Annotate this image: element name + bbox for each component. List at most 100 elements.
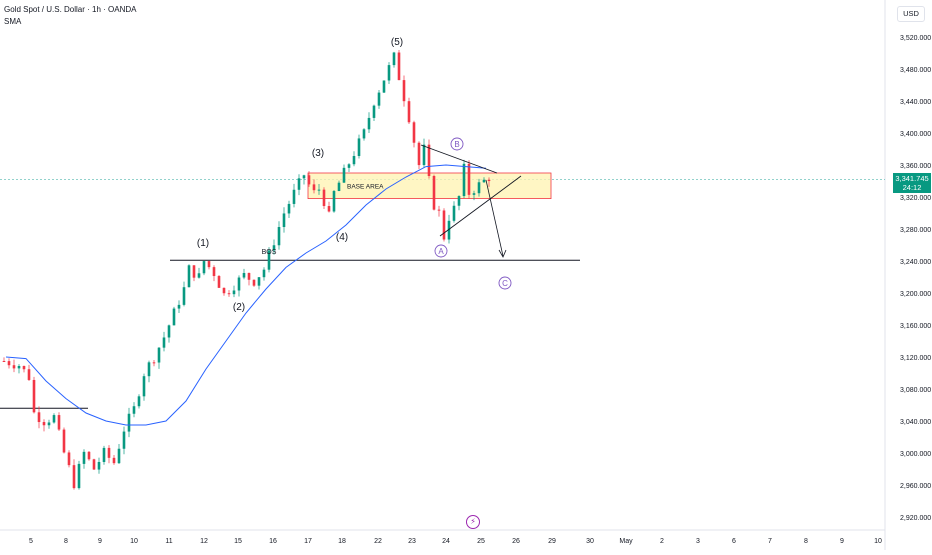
x-tick-label: 17 bbox=[304, 538, 312, 545]
candle bbox=[397, 50, 401, 81]
candle bbox=[367, 112, 371, 133]
candle bbox=[37, 406, 41, 429]
candle-body bbox=[87, 451, 91, 460]
candle-body bbox=[202, 261, 206, 274]
symbol-title[interactable]: Gold Spot / U.S. Dollar · 1h · OANDA bbox=[4, 5, 137, 14]
candle-body bbox=[162, 337, 166, 348]
candle bbox=[262, 267, 266, 281]
candle bbox=[7, 358, 11, 369]
candle-body bbox=[302, 175, 306, 179]
base-area-label: BASE AREA bbox=[347, 183, 384, 190]
candle bbox=[452, 201, 456, 223]
x-tick-label: 29 bbox=[548, 538, 556, 545]
candle bbox=[47, 419, 51, 429]
candle-body bbox=[77, 463, 81, 489]
candle-body bbox=[252, 279, 256, 286]
candle bbox=[327, 201, 331, 213]
last-price-tag: 3,341.745 24:12 bbox=[893, 173, 931, 193]
candle bbox=[127, 407, 131, 438]
candle-body bbox=[122, 431, 126, 449]
projection-arrow-line bbox=[485, 179, 504, 257]
candle-body bbox=[437, 209, 441, 211]
candle bbox=[377, 90, 381, 109]
candle-body bbox=[17, 365, 21, 369]
y-tick-label: 3,000.000 bbox=[900, 451, 931, 458]
y-tick-label: 2,960.000 bbox=[900, 483, 931, 490]
x-tick-label: 25 bbox=[477, 538, 485, 545]
candle bbox=[417, 141, 421, 170]
candle bbox=[207, 260, 211, 270]
candle-body bbox=[62, 429, 66, 453]
wave-label: (5) bbox=[391, 37, 403, 48]
currency-selector[interactable]: USD bbox=[897, 6, 925, 22]
candle bbox=[352, 151, 356, 167]
wave-label: (3) bbox=[312, 148, 324, 159]
drawings[interactable] bbox=[420, 144, 522, 258]
last-price-value: 3,341.745 bbox=[895, 174, 929, 183]
candle-body bbox=[352, 155, 356, 165]
candle-body bbox=[182, 287, 186, 305]
candle bbox=[222, 287, 226, 296]
sma-line bbox=[5, 164, 487, 426]
candle bbox=[52, 413, 56, 424]
candle-body bbox=[142, 376, 146, 397]
candle bbox=[312, 179, 316, 194]
x-tick-label: 10 bbox=[874, 538, 882, 545]
candle bbox=[112, 455, 116, 465]
candle-body bbox=[112, 457, 116, 464]
candle bbox=[282, 207, 286, 233]
candle bbox=[122, 426, 126, 455]
candle-body bbox=[97, 461, 101, 470]
x-tick-label: 5 bbox=[29, 538, 33, 545]
candle bbox=[357, 134, 361, 159]
candle-body bbox=[447, 220, 451, 240]
candle-body bbox=[287, 203, 291, 214]
indicator-label[interactable]: SMA bbox=[4, 17, 22, 26]
candle bbox=[422, 138, 426, 168]
candle bbox=[432, 174, 436, 211]
candle bbox=[142, 373, 146, 401]
candle bbox=[192, 265, 196, 282]
candle bbox=[67, 450, 71, 468]
candle-body bbox=[382, 80, 386, 93]
abc-label: B bbox=[450, 137, 464, 151]
abc-label-circle bbox=[434, 244, 448, 258]
candle bbox=[467, 160, 471, 199]
x-tick-label: 6 bbox=[732, 538, 736, 545]
candle-body bbox=[172, 308, 176, 326]
candle bbox=[372, 104, 376, 122]
candle-body bbox=[147, 362, 151, 377]
candle bbox=[2, 357, 6, 362]
abc-label-text: A bbox=[438, 247, 444, 256]
candle bbox=[392, 51, 396, 68]
abc-label-circle bbox=[498, 276, 512, 290]
x-tick-label: 3 bbox=[696, 538, 700, 545]
x-tick-label: 7 bbox=[768, 538, 772, 545]
candle-body bbox=[92, 459, 96, 470]
candle-body bbox=[42, 422, 46, 426]
candle-body bbox=[267, 250, 271, 270]
candle-body bbox=[297, 178, 301, 190]
projection-arrow-head bbox=[498, 249, 507, 258]
sma-polyline bbox=[5, 164, 487, 426]
candle bbox=[202, 260, 206, 276]
candle-body bbox=[197, 273, 201, 278]
candle bbox=[277, 221, 281, 250]
candle bbox=[152, 360, 156, 367]
candle-body bbox=[102, 447, 106, 462]
chart-legend: Gold Spot / U.S. Dollar · 1h · OANDA SMA bbox=[4, 4, 137, 28]
x-tick-label: 15 bbox=[234, 538, 242, 545]
candle-body bbox=[167, 325, 171, 338]
flash-icon[interactable]: ⚡ bbox=[466, 515, 480, 529]
base-area-zone[interactable]: BASE AREA bbox=[307, 172, 552, 200]
candle bbox=[322, 187, 326, 210]
candle-body bbox=[457, 196, 461, 206]
candle bbox=[477, 178, 481, 197]
candle-body bbox=[47, 422, 51, 426]
candle-body bbox=[242, 272, 246, 278]
candle-body bbox=[272, 245, 276, 251]
x-tick-label: 30 bbox=[586, 538, 594, 545]
abc-label-text: B bbox=[454, 140, 459, 149]
